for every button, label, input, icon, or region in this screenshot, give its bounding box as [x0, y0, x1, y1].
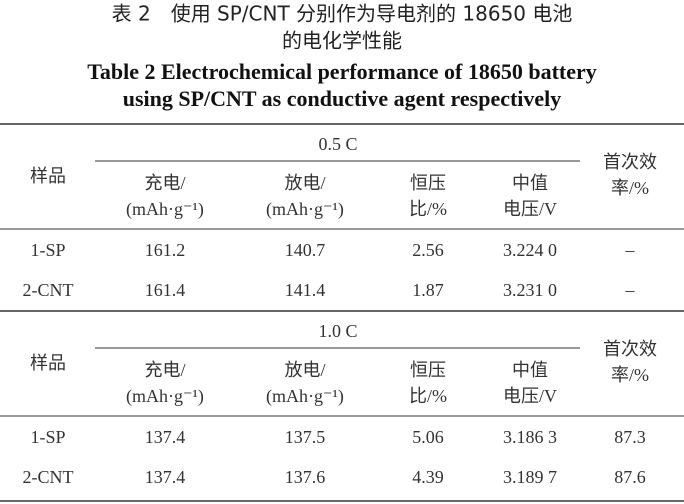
- header-cell: 比/%: [409, 386, 447, 406]
- cell: 161.4: [145, 280, 186, 300]
- header-cell: 电压/V: [503, 199, 557, 219]
- header-cell: 首次效: [603, 339, 657, 359]
- cell: 137.6: [285, 467, 326, 487]
- title-en: Table 2 Electrochemical performance of 1…: [87, 59, 597, 84]
- cell: 137.5: [285, 427, 326, 447]
- header-cell: 率/%: [611, 365, 649, 385]
- condition: 0.5 C: [318, 134, 357, 154]
- header-cell: 充电/: [144, 360, 185, 380]
- cell: 87.3: [614, 427, 646, 447]
- cell: 2.56: [412, 240, 444, 260]
- header-cell: 比/%: [409, 199, 447, 219]
- cell: 1-SP: [30, 427, 65, 447]
- header-cell: 首次效: [603, 152, 657, 172]
- header-cell: 放电/: [284, 360, 325, 380]
- header-cell: 样品: [30, 353, 66, 373]
- header-cell: 样品: [30, 166, 66, 186]
- cell: 3.231 0: [503, 280, 557, 300]
- title-en: using SP/CNT as conductive agent respect…: [123, 86, 562, 111]
- header-cell: 电压/V: [503, 386, 557, 406]
- cell: 161.2: [145, 240, 186, 260]
- header-cell: 率/%: [611, 178, 649, 198]
- cell: –: [625, 280, 636, 300]
- cell: 4.39: [412, 467, 444, 487]
- cell: 140.7: [285, 240, 326, 260]
- cell: 1-SP: [30, 240, 65, 260]
- cell: 3.224 0: [503, 240, 557, 260]
- cell: 141.4: [285, 280, 326, 300]
- header-cell: 充电/: [144, 173, 185, 193]
- cell: 87.6: [614, 467, 646, 487]
- header-cell: (mAh·g⁻¹): [266, 199, 344, 220]
- cell: 137.4: [145, 427, 186, 447]
- title-cn: 的电化学性能: [282, 29, 402, 53]
- cell: 1.87: [412, 280, 444, 300]
- header-cell: 中值: [512, 173, 548, 193]
- header-cell: (mAh·g⁻¹): [266, 386, 344, 407]
- header-cell: (mAh·g⁻¹): [126, 199, 204, 220]
- cell: 3.189 7: [503, 467, 557, 487]
- condition: 1.0 C: [318, 321, 357, 341]
- header-cell: 恒压: [410, 360, 446, 380]
- header-cell: 中值: [512, 360, 548, 380]
- title-cn: 表 2 使用 SP/CNT 分别作为导电剂的 18650 电池: [112, 2, 573, 26]
- cell: 5.06: [412, 427, 444, 447]
- cell: 2-CNT: [23, 467, 74, 487]
- cell: 3.186 3: [503, 427, 557, 447]
- header-cell: 放电/: [284, 173, 325, 193]
- header-cell: (mAh·g⁻¹): [126, 386, 204, 407]
- cell: –: [625, 240, 636, 260]
- header-cell: 恒压: [410, 173, 446, 193]
- cell: 137.4: [145, 467, 186, 487]
- cell: 2-CNT: [23, 280, 74, 300]
